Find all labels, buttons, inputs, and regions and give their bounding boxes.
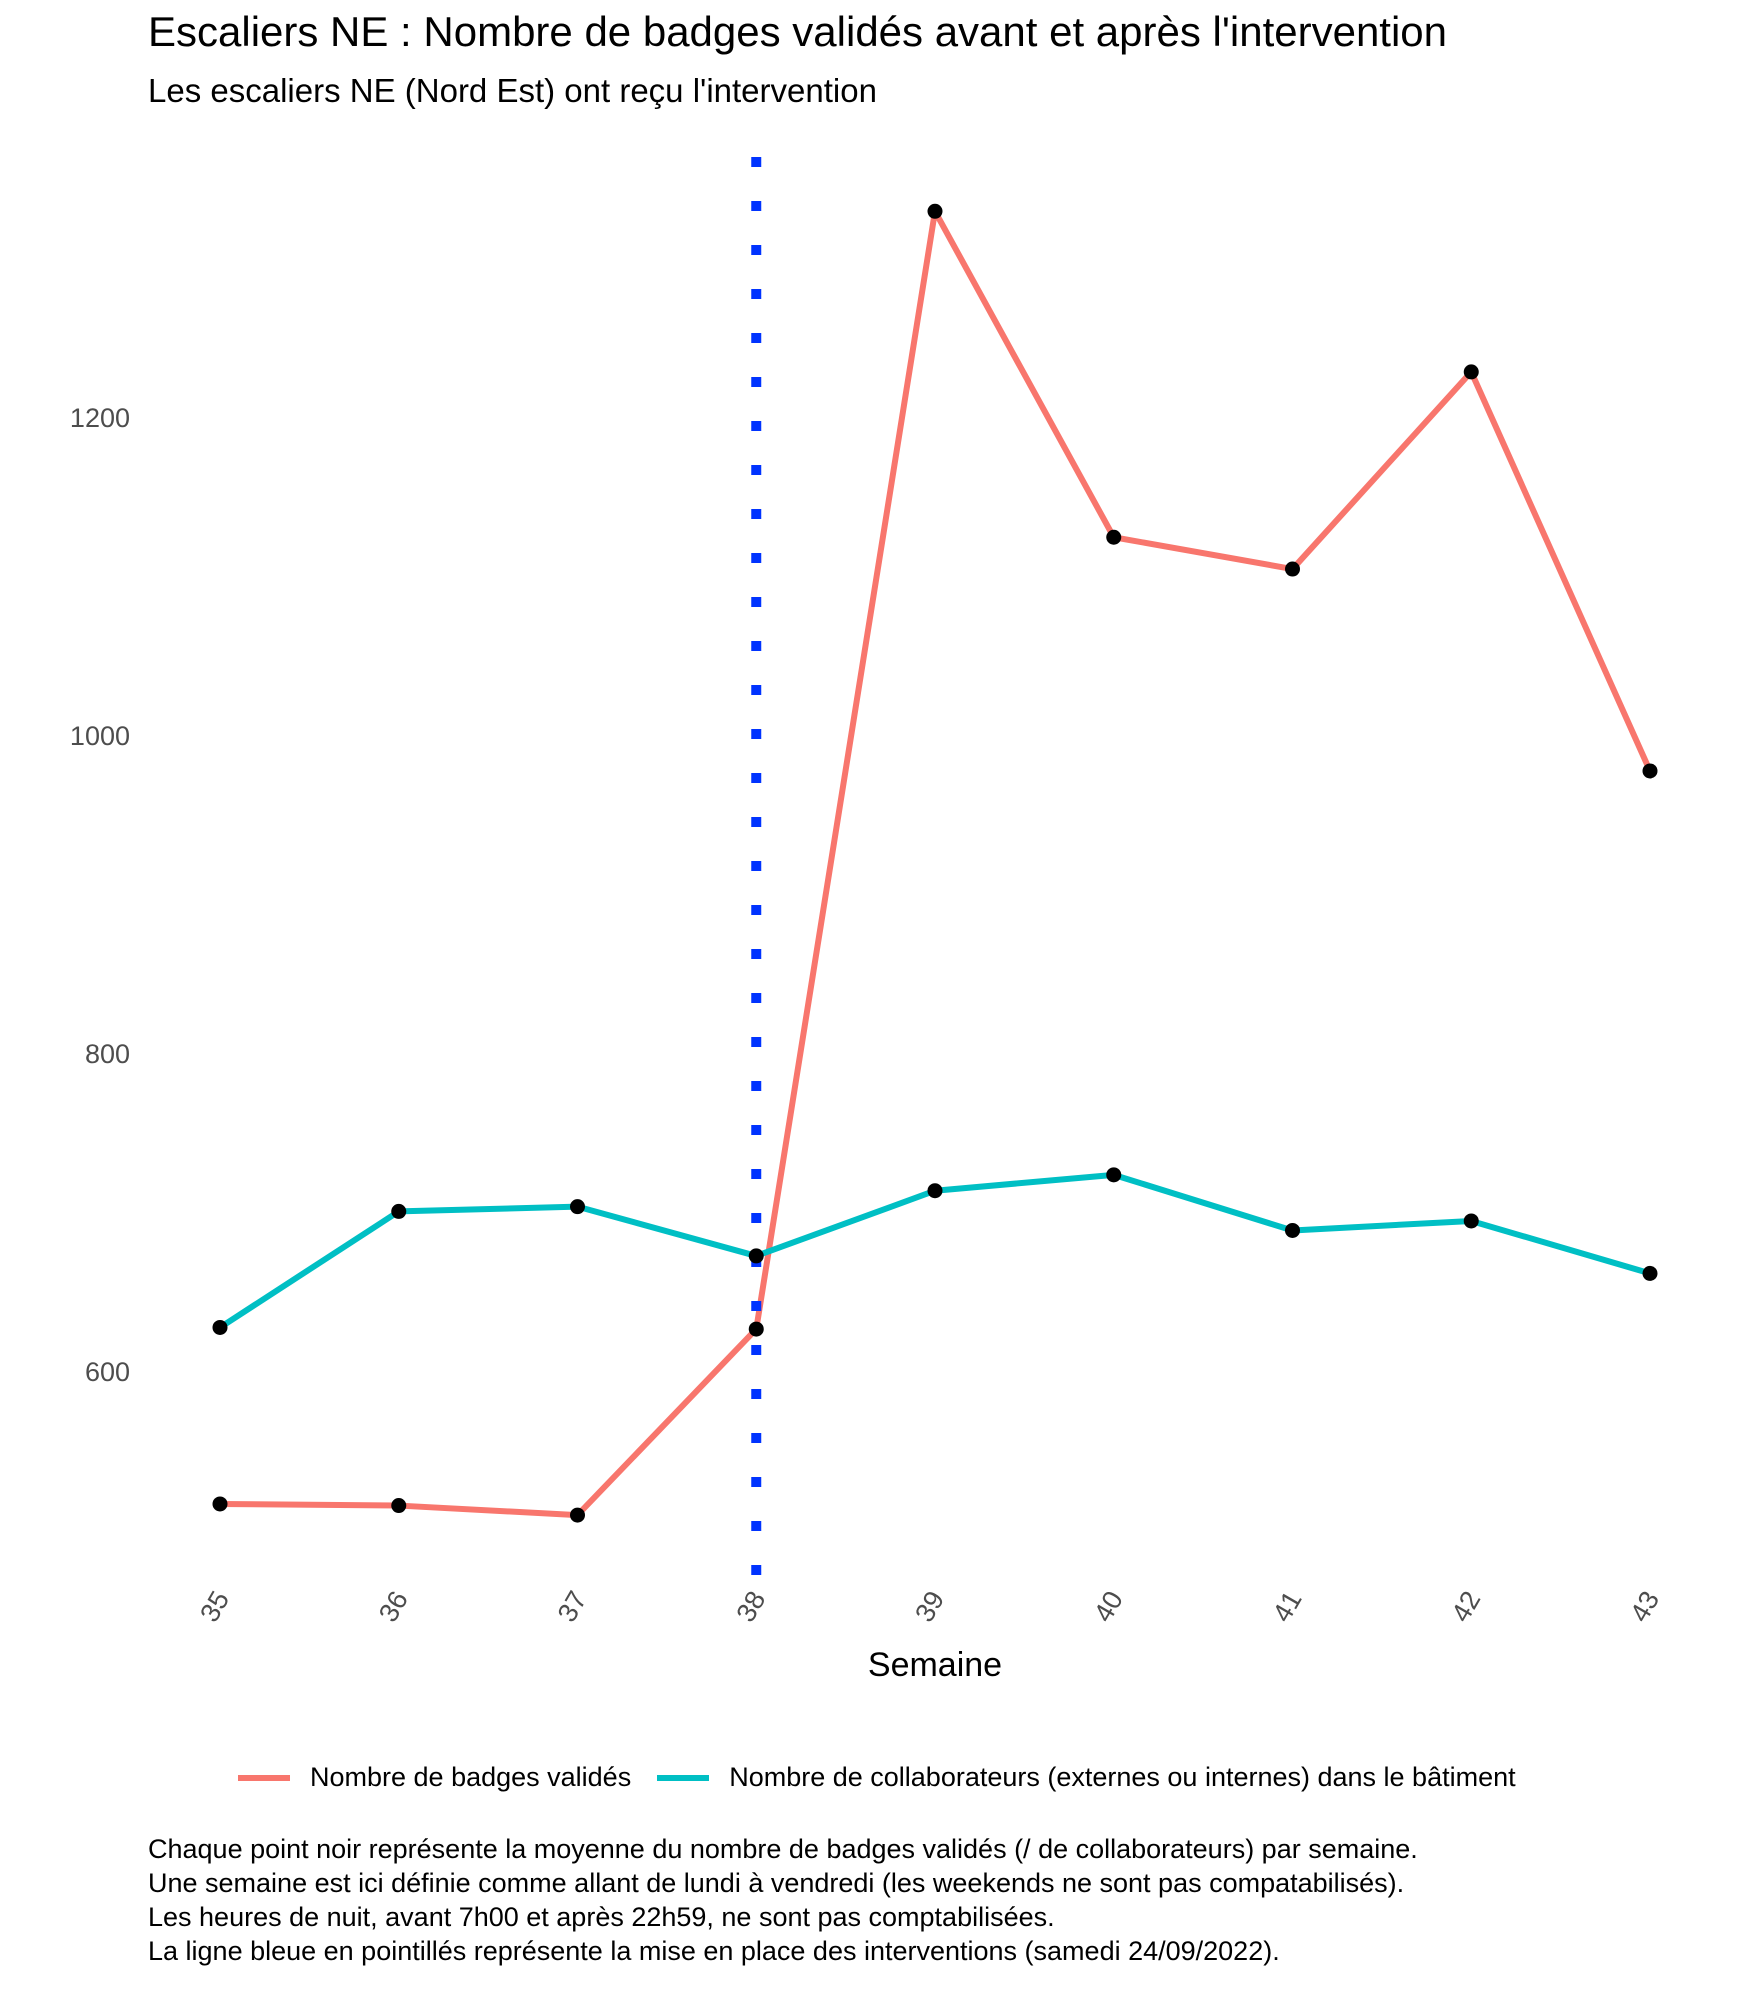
data-point-badges: [391, 1498, 407, 1514]
series-line-badges: [217, 208, 1653, 1519]
x-tick-label: 38: [730, 1586, 771, 1627]
x-tick-label: 43: [1624, 1586, 1665, 1627]
data-point-collaborateurs: [927, 1183, 943, 1199]
chart-subtitle: Les escaliers NE (Nord Est) ont reçu l'i…: [148, 72, 877, 109]
legend-item-badges: Nombre de badges validés: [238, 1762, 631, 1793]
data-point-badges: [1642, 763, 1658, 779]
line-chart: 600 800 1000 1200 35 36 37 38 39 40 41 42 43 Semaine: [70, 157, 1665, 1684]
data-point-collaborateurs: [391, 1203, 407, 1219]
y-tick-label: 600: [85, 1357, 130, 1387]
caption-line: Une semaine est ici définie comme allant…: [148, 1868, 1405, 1898]
data-point-badges: [1463, 364, 1479, 380]
data-point-badges: [1285, 561, 1300, 577]
data-point-badges: [570, 1507, 585, 1523]
caption-line: La ligne bleue en pointillés représente …: [148, 1936, 1280, 1966]
x-tick-label: 39: [909, 1586, 950, 1627]
x-axis-title: Semaine: [868, 1646, 1002, 1684]
caption-line: Chaque point noir représente la moyenne …: [148, 1834, 1418, 1864]
data-point-badges: [927, 203, 943, 219]
data-point-badges: [1106, 529, 1122, 545]
chart-title: Escaliers NE : Nombre de badges validés …: [148, 8, 1448, 55]
data-point-collaborateurs: [748, 1248, 764, 1264]
x-tick-label: 37: [552, 1586, 593, 1627]
x-tick-label: 40: [1088, 1586, 1129, 1627]
legend-label-badges: Nombre de badges validés: [310, 1762, 632, 1792]
data-point-collaborateurs: [212, 1319, 228, 1335]
y-tick-label: 1000: [70, 721, 130, 751]
x-tick-label: 42: [1445, 1586, 1486, 1627]
legend-item-collaborateurs: Nombre de collaborateurs (externes ou in…: [657, 1762, 1516, 1793]
y-tick-label: 1200: [70, 403, 130, 433]
caption: Chaque point noir représente la moyenne …: [148, 1832, 1418, 1968]
data-point-badges: [212, 1496, 228, 1512]
legend-label-collaborateurs: Nombre de collaborateurs (externes ou in…: [729, 1762, 1516, 1792]
x-tick-label: 36: [373, 1586, 414, 1627]
data-point-collaborateurs: [1463, 1213, 1479, 1229]
legend-key-badges: [238, 1774, 290, 1781]
x-tick-label: 35: [194, 1586, 235, 1627]
legend-key-collaborateurs: [657, 1774, 710, 1781]
legend: Nombre de badges validés Nombre de colla…: [238, 1762, 1542, 1793]
y-tick-label: 800: [85, 1039, 130, 1069]
data-point-collaborateurs: [1106, 1167, 1122, 1183]
data-point-collaborateurs: [1642, 1265, 1658, 1281]
caption-line: Les heures de nuit, avant 7h00 et après …: [148, 1902, 1055, 1932]
data-point-collaborateurs: [1285, 1222, 1300, 1238]
data-point-collaborateurs: [570, 1199, 585, 1215]
x-tick-label: 41: [1267, 1586, 1308, 1627]
data-point-badges: [748, 1321, 764, 1337]
